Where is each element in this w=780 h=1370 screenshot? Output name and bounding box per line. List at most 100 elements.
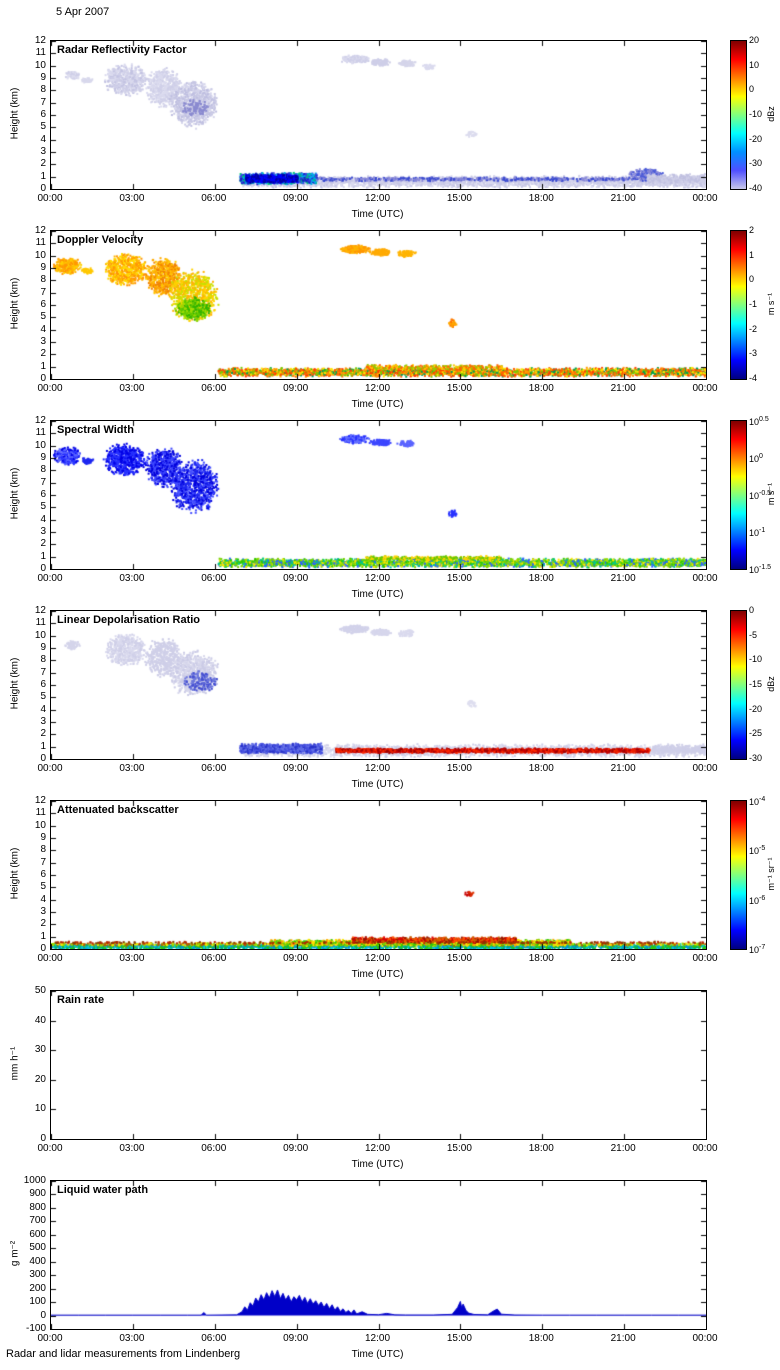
x-tick-label: 21:00 [610,763,636,774]
panel-title: Radar Reflectivity Factor [57,44,187,56]
colorbar-unit-label: dBz [766,676,776,692]
y-axis-label: Height (km) [9,467,21,520]
colorbar-tick-label: 10-6 [749,894,766,906]
y-tick-label: 2 [40,728,46,740]
y-tick-label: 40 [34,1014,46,1026]
exponent: -5 [759,845,766,853]
x-tick-label: 00:00 [692,953,718,964]
x-tick-label: 03:00 [119,193,145,204]
x-tick-label: 06:00 [201,193,227,204]
exponent: -1.5 [759,564,772,571]
y-tick-label: 4 [40,513,46,525]
x-tick-label: 21:00 [610,1333,636,1344]
x-tick-label: 09:00 [283,1143,309,1154]
y-tick-label: 1000 [23,1175,46,1186]
x-tick-label: 00:00 [692,193,718,204]
colorbar-tick-label: -30 [749,158,763,169]
x-tick-label: 03:00 [119,573,145,584]
y-tick-label: 9 [40,452,46,463]
y-tick-label: 1 [40,740,46,752]
x-tick-label: 09:00 [283,383,309,394]
y-tick-label: 3 [40,526,46,537]
y-axis-label: Height (km) [9,847,21,900]
y-tick-label: 9 [40,262,46,273]
y-tick-label: 3 [40,336,46,347]
y-tick-label: 5 [40,691,46,703]
plot-box [50,990,707,1140]
y-tick-label: 6 [40,679,46,690]
y-tick-label: 2 [40,538,46,550]
y-tick-label: 2 [40,348,46,360]
x-tick-label: 03:00 [119,1333,145,1344]
colorbar-tick-label: -4 [749,373,758,383]
exponent: 0.5 [759,416,769,423]
x-tick-label: 00:00 [37,193,63,204]
x-tick-label: 12:00 [364,1333,391,1344]
x-tick-label: 12:00 [364,573,391,584]
plot-box [50,800,707,950]
y-tick-label: 9 [40,72,46,83]
colorbar-unit-label: m s⁻¹ [766,292,776,316]
y-tick-label: 6 [40,869,46,880]
y-tick-label: 7 [40,476,46,488]
plot-canvas [51,801,706,949]
y-tick-label: 0 [40,1309,46,1321]
colorbar-tick-label: -20 [749,133,763,144]
y-tick-label: 11 [35,47,46,59]
plot-box [50,610,707,760]
panel-title: Rain rate [57,994,105,1006]
plot-box [50,40,707,190]
colorbar-tick-label: 0 [749,605,755,615]
y-tick-label: 100 [29,1296,46,1308]
y-tick-label: 10 [34,249,46,261]
colorbar [730,800,747,950]
x-tick-label: 21:00 [610,1143,636,1154]
x-tick-label: 18:00 [528,763,554,774]
x-tick-label: 00:00 [37,763,63,774]
x-tick-label: 21:00 [610,953,636,964]
y-tick-label: 10 [34,1103,46,1115]
y-tick-label: 1 [40,360,46,372]
x-axis-label: Time (UTC) [351,1349,404,1360]
exponent: -6 [759,894,766,902]
x-axis-label: Time (UTC) [351,209,404,220]
exponent: 0 [759,453,763,460]
y-tick-label: 12 [34,35,46,46]
colorbar-tick-label: -30 [749,753,763,763]
panel-attenuated-backscatter: Attenuated backscatter 0 1 2 3 4 5 6 7 8 9 10 11 12 He… [0,795,780,990]
x-tick-label: 09:00 [283,763,309,774]
x-tick-label: 15:00 [446,953,472,964]
x-tick-label: 06:00 [201,1143,227,1154]
colorbar [730,230,747,380]
y-tick-label: 12 [34,225,46,236]
x-tick-label: 06:00 [201,953,227,964]
colorbar-tick-label: 10-5 [749,845,766,857]
y-tick-label: 7 [40,286,46,298]
x-tick-label: 18:00 [528,1143,554,1154]
y-tick-label: 6 [40,109,46,120]
x-tick-label: 21:00 [610,193,636,204]
colorbar-canvas [731,231,746,379]
x-axis-label: Time (UTC) [351,589,404,600]
colorbar-tick-label: 10-7 [749,944,766,955]
x-axis-label: Time (UTC) [351,1159,404,1170]
plot-box [50,420,707,570]
y-tick-label: 5 [40,121,46,133]
exponent: -4 [759,796,766,803]
x-axis-label: Time (UTC) [351,399,404,410]
colorbar [730,40,747,190]
panel-title: Liquid water path [57,1184,149,1196]
y-tick-label: 7 [40,856,46,868]
x-tick-label: 15:00 [446,573,472,584]
colorbar-tick-label: 100.5 [749,416,769,427]
y-tick-label: 6 [40,299,46,310]
colorbar-tick-label: -15 [749,679,763,689]
y-tick-label: 30 [34,1044,46,1056]
y-tick-label: 4 [40,133,46,145]
x-tick-label: 12:00 [364,383,391,394]
y-tick-label: 0 [40,753,46,764]
y-tick-label: 200 [29,1282,46,1294]
x-axis-label: Time (UTC) [351,779,404,790]
x-tick-label: 18:00 [528,573,554,584]
